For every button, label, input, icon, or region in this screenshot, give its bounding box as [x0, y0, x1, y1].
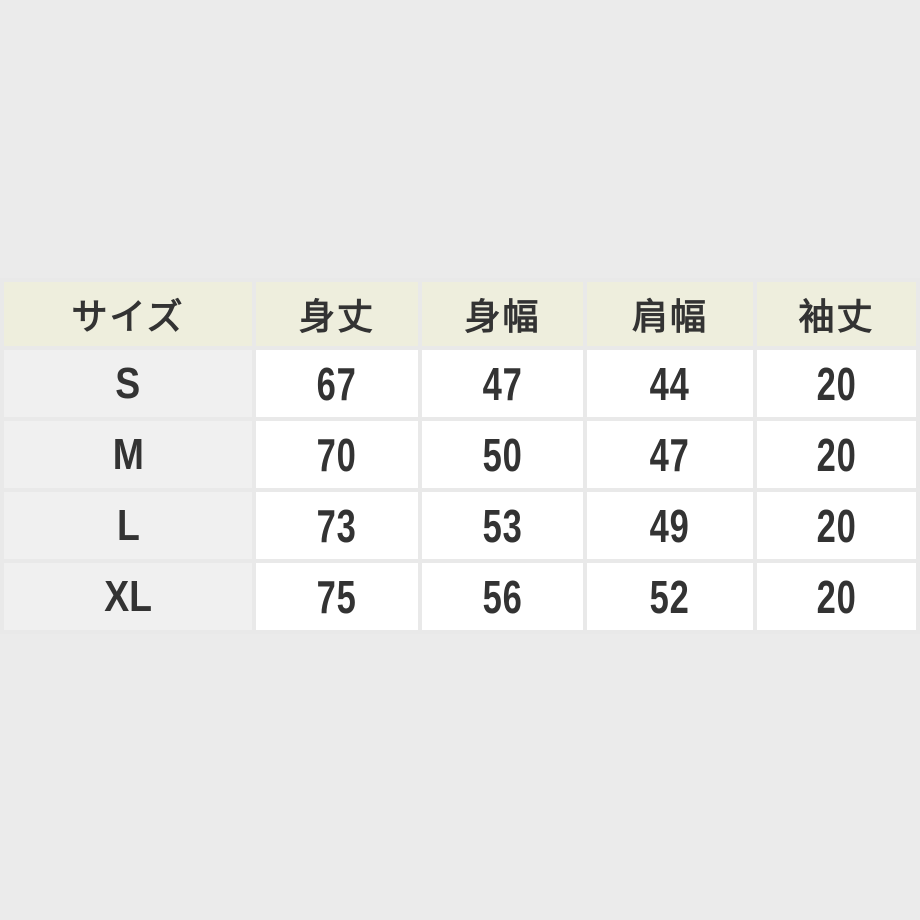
value-cell: 75 [256, 563, 418, 630]
measurement-value: 20 [816, 570, 857, 623]
value-cell: 47 [422, 350, 583, 417]
value-cell: 53 [422, 492, 583, 559]
value-cell: 52 [587, 563, 753, 630]
size-label: L [116, 500, 140, 550]
value-cell: 67 [256, 350, 418, 417]
measurement-value: 49 [650, 499, 690, 552]
value-cell: 47 [587, 421, 753, 488]
measurement-value: 44 [650, 357, 690, 410]
size-cell: S [4, 350, 252, 417]
measurement-value: 52 [650, 570, 690, 623]
value-cell: 49 [587, 492, 753, 559]
value-cell: 20 [757, 350, 916, 417]
table-row-l: L 73 53 49 20 [4, 492, 916, 559]
measurement-value: 47 [650, 428, 690, 481]
measurement-value: 20 [816, 357, 857, 410]
header-cell-body-length: 身丈 [256, 282, 418, 346]
value-cell: 56 [422, 563, 583, 630]
size-label: S [115, 358, 141, 408]
size-chart-table: サイズ 身丈 身幅 肩幅 袖丈 S 67 47 44 20 M 70 50 47… [0, 278, 920, 634]
header-cell-shoulder-width: 肩幅 [587, 282, 753, 346]
measurement-value: 53 [482, 499, 523, 552]
header-cell-sleeve-length: 袖丈 [757, 282, 916, 346]
header-cell-size: サイズ [4, 282, 252, 346]
table-row-m: M 70 50 47 20 [4, 421, 916, 488]
measurement-value: 20 [816, 428, 857, 481]
measurement-value: 73 [317, 499, 357, 552]
measurement-value: 70 [317, 428, 357, 481]
measurement-value: 67 [317, 357, 357, 410]
size-cell: XL [4, 563, 252, 630]
value-cell: 73 [256, 492, 418, 559]
header-cell-body-width: 身幅 [422, 282, 583, 346]
table-row-s: S 67 47 44 20 [4, 350, 916, 417]
value-cell: 20 [757, 492, 916, 559]
table-row-xl: XL 75 56 52 20 [4, 563, 916, 630]
measurement-value: 47 [482, 357, 523, 410]
value-cell: 20 [757, 563, 916, 630]
measurement-value: 20 [816, 499, 857, 552]
size-label: XL [104, 571, 152, 621]
value-cell: 70 [256, 421, 418, 488]
value-cell: 44 [587, 350, 753, 417]
value-cell: 20 [757, 421, 916, 488]
value-cell: 50 [422, 421, 583, 488]
size-chart: サイズ 身丈 身幅 肩幅 袖丈 S 67 47 44 20 M 70 50 47… [0, 278, 920, 634]
size-cell: L [4, 492, 252, 559]
header-row: サイズ 身丈 身幅 肩幅 袖丈 [4, 282, 916, 346]
measurement-value: 75 [317, 570, 357, 623]
size-label: M [112, 429, 144, 479]
size-cell: M [4, 421, 252, 488]
measurement-value: 50 [482, 428, 523, 481]
measurement-value: 56 [482, 570, 523, 623]
